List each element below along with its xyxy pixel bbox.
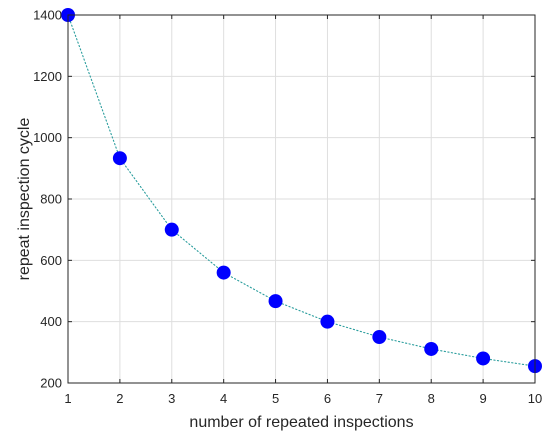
y-tick-label: 800: [40, 192, 62, 207]
y-tick-label: 1000: [33, 130, 62, 145]
x-tick-label: 5: [272, 391, 279, 406]
data-point: [320, 314, 335, 329]
data-point: [268, 294, 283, 309]
y-tick-label: 1200: [33, 69, 62, 84]
data-point: [112, 151, 127, 166]
data-point: [164, 222, 179, 237]
axis-ticks: [67, 14, 536, 384]
x-tick-label: 2: [116, 391, 123, 406]
x-tick-label: 10: [528, 391, 542, 406]
x-tick-label: 3: [168, 391, 175, 406]
data-point: [476, 351, 491, 366]
x-tick-label: 6: [324, 391, 331, 406]
data-point: [424, 341, 439, 356]
x-axis-label: number of repeated inspections: [189, 414, 413, 431]
y-tick-label: 400: [40, 314, 62, 329]
y-tick-label: 600: [40, 253, 62, 268]
x-tick-label: 7: [376, 391, 383, 406]
data-point: [372, 330, 387, 344]
data-point: [216, 265, 231, 280]
x-tick-label: 4: [220, 391, 227, 406]
y-tick-label: 200: [40, 376, 62, 391]
y-axis-label: repeat inspection cycle: [16, 118, 33, 281]
x-tick-label: 1: [64, 391, 71, 406]
x-tick-labels: 1 2 3 4 5 6 7 8 9 10: [64, 391, 542, 406]
x-tick-label: 9: [479, 391, 486, 406]
x-tick-label: 8: [428, 391, 435, 406]
y-tick-labels: 200 400 600 800 1000 1200 1400: [33, 8, 62, 391]
y-tick-label: 1400: [33, 8, 62, 23]
